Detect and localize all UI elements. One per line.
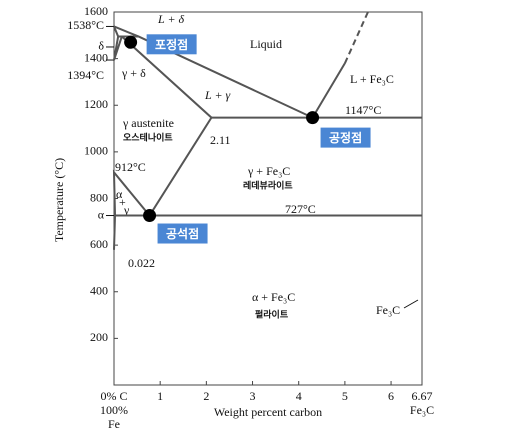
y-tick-label: 1538°C [67, 18, 104, 32]
y-tick-label: 1600 [84, 4, 108, 18]
y-tick-label: 600 [90, 237, 108, 251]
y-tick-label: 1400 [84, 50, 108, 64]
region-label: γ [123, 203, 130, 217]
x-tick-label: 2 [203, 389, 209, 403]
region-label: Liquid [250, 37, 282, 51]
x-left-label: 100% [100, 403, 128, 417]
phase-boundary [112, 35, 213, 250]
region-label: 1147°C [345, 103, 381, 117]
tag-box [157, 223, 208, 244]
arrow [403, 299, 419, 309]
region-label: 0.022 [128, 256, 155, 270]
region-label: γ + Fe₃C [247, 164, 290, 178]
point-tag: 포정점 [146, 34, 197, 55]
x-tick-label: 5 [342, 389, 348, 403]
x-tick-label: 0% C [101, 389, 128, 403]
region-label: 펄라이트 [255, 309, 289, 321]
tag-box [320, 127, 371, 148]
region-label: 오스테나이트 [123, 132, 173, 144]
region-label: 레데뷰라이트 [243, 180, 293, 192]
region-label: α [116, 187, 123, 201]
tag-box [146, 34, 197, 55]
region-labels: L + δ Liquid γ + δ L + γ 1147°C L + Fe₃C… [115, 12, 400, 321]
y-tick-label: 800 [90, 190, 108, 204]
region-label: + [119, 195, 126, 209]
x-tick-label: 3 [250, 389, 256, 403]
phase-boundary [113, 25, 346, 119]
x-tick-label: 6 [388, 389, 394, 403]
region-label: L + γ [204, 88, 231, 102]
x-right-label: Fe₃C [410, 403, 434, 417]
y-axis-label: Temperature (°C) [52, 158, 66, 242]
x-tick-label: 4 [296, 389, 302, 403]
y-tick-label: 1394°C [67, 68, 104, 82]
region-label: γ + δ [121, 66, 146, 80]
region-label: 2.11 [210, 133, 231, 147]
invariant-point [143, 209, 157, 223]
y-tick-label: 1000 [84, 144, 108, 158]
y-tick-label: 1200 [84, 97, 108, 111]
invariant-point [124, 35, 138, 49]
point-tag: 공정점 [320, 127, 371, 148]
y-tick-label: α [98, 207, 105, 221]
phase-boundary [343, 11, 369, 64]
x-tick-label: 1 [157, 389, 163, 403]
point-tag: 공석점 [157, 223, 208, 244]
region-label: Fe₃C [376, 303, 400, 317]
x-left-label: Fe [108, 417, 120, 431]
phase-boundary [113, 26, 123, 61]
region-label: 727°C [285, 202, 316, 216]
y-tick-label: δ [98, 39, 104, 53]
region-label: L + Fe₃C [350, 72, 394, 86]
tag-label: 공석점 [166, 226, 199, 241]
x-tick-label: 6.67 [412, 389, 433, 403]
y-tick-label: 200 [90, 330, 108, 344]
invariant-point [306, 111, 320, 125]
region-label: L + δ [157, 12, 185, 26]
region-label: 912°C [115, 160, 146, 174]
region-label: γ austenite [122, 116, 174, 130]
region-label: α + Fe₃C [252, 290, 295, 304]
y-tick-label: 400 [90, 284, 108, 298]
tag-label: 공정점 [329, 130, 362, 145]
x-axis-label: Weight percent carbon [214, 405, 322, 419]
tag-label: 포정점 [155, 37, 188, 52]
